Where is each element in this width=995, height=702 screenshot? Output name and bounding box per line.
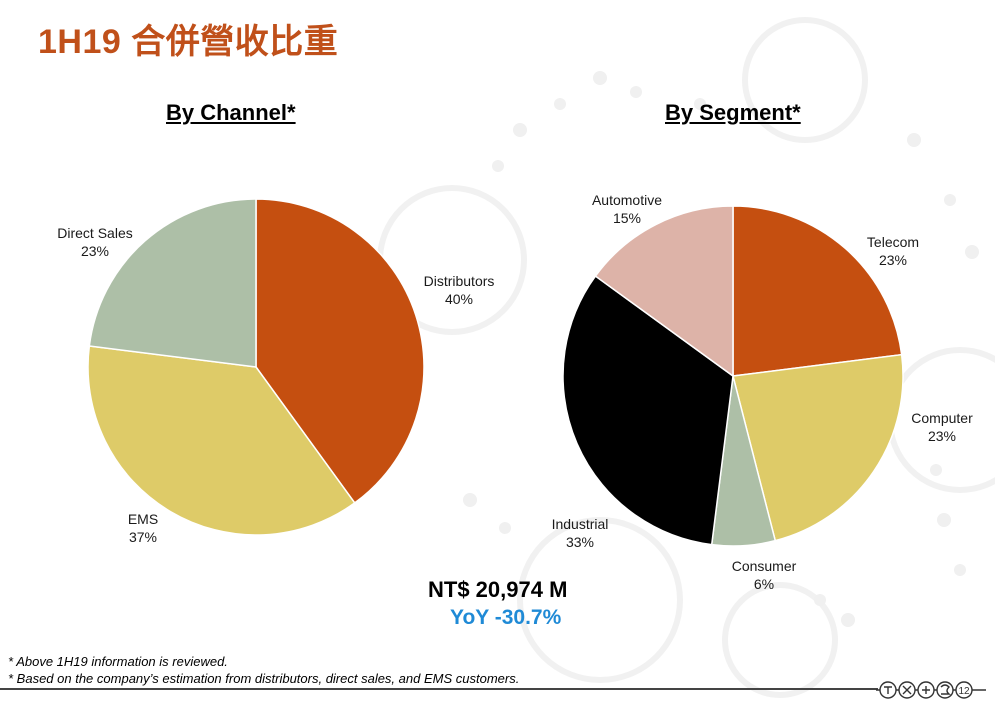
slice-value-industrial: 33% <box>566 534 594 550</box>
slice-label-ems: EMS <box>128 511 158 527</box>
footer-rule <box>0 688 878 690</box>
slice-value-telecom: 23% <box>879 252 907 268</box>
slice-label-computer: Computer <box>911 410 973 426</box>
slice-value-distributors: 40% <box>445 291 473 307</box>
slice-value-automotive: 15% <box>613 210 641 226</box>
slice-label-distributors: Distributors <box>424 273 495 289</box>
pie-slice-computer <box>732 353 904 542</box>
slice-value-ems: 37% <box>129 529 157 545</box>
footnote-estimation: * Based on the company’s estimation from… <box>8 671 520 686</box>
slice-label-industrial: Industrial <box>552 516 609 532</box>
total-revenue: NT$ 20,974 M <box>428 577 568 602</box>
slice-label-consumer: Consumer <box>732 558 797 574</box>
slice-label-automotive: Automotive <box>592 192 662 208</box>
pie-slice-ems <box>87 345 356 536</box>
pie-slice-automotive <box>594 205 734 378</box>
footer-page-number: 12 <box>958 686 970 697</box>
page-title: 1H19 合併營收比重 <box>38 23 339 61</box>
slice-value-direct-sales: 23% <box>81 243 109 259</box>
chart-title-channel: By Channel* <box>166 100 296 125</box>
footer-logo: 12 <box>876 681 986 699</box>
pie-slice-industrial <box>562 275 734 546</box>
pie-slice-telecom <box>732 205 903 377</box>
pie-slice-distributors <box>255 198 425 504</box>
chart-title-segment: By Segment* <box>665 100 801 125</box>
footnote-reviewed: * Above 1H19 information is reviewed. <box>8 654 228 669</box>
slice-label-telecom: Telecom <box>867 234 919 250</box>
pie-slice-direct-sales <box>88 198 257 368</box>
slice-value-consumer: 6% <box>754 576 774 592</box>
slice-label-direct-sales: Direct Sales <box>57 225 132 241</box>
slice-value-computer: 23% <box>928 428 956 444</box>
yoy-change: YoY -30.7% <box>450 606 562 629</box>
